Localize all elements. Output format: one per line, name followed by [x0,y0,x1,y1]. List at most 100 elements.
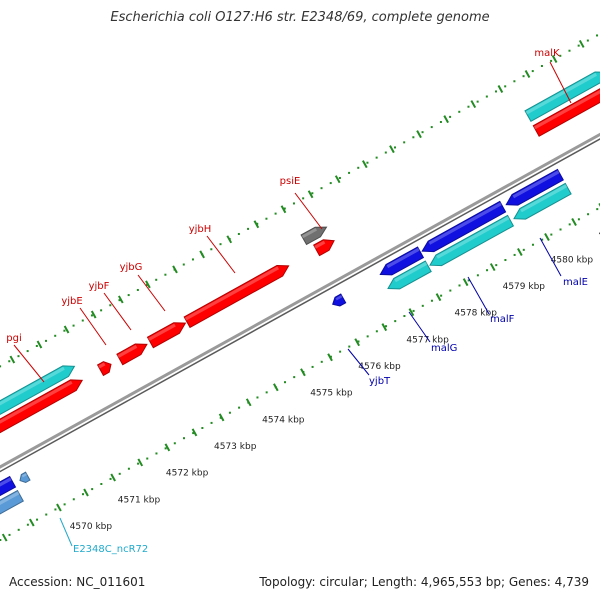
lower-tick-mark [56,503,62,512]
scale-tick-label: 4576 kbp [358,362,401,372]
gene-label-psiE[interactable]: psiE [280,176,301,187]
dotted-guide-lower [228,411,231,414]
gene-arrow-E2348C_ncR72-highlight [21,473,28,478]
gene-arrow-pgi[interactable] [0,379,84,436]
gene-label-malK-leader [549,61,572,104]
dotted-guide-lower [210,421,213,424]
upper-tick-mark [90,310,97,319]
cds-arrow-malK[interactable] [524,71,600,122]
scale-tick-label: 4575 kbp [310,389,353,399]
gene-label-yjbE[interactable]: yjbE [61,296,82,307]
dotted-guide-upper [467,105,470,108]
gene-label-malK[interactable]: malK [534,48,560,59]
gene-label-E2348C_ncR72-leader [59,517,73,547]
cds-arrow-pgi[interactable] [0,365,76,425]
dotted-guide-upper [219,243,222,246]
gene-arrow-malE-prev[interactable] [0,475,17,506]
gene-arrow-malF[interactable] [421,200,507,253]
dotted-guide-lower [513,253,516,256]
gene-arrow-yjbH-highlight [184,266,279,321]
pseudo-arrow-psiE[interactable] [300,226,328,246]
lower-tick-mark [218,413,225,422]
dotted-guide-lower [173,442,176,445]
dotted-guide-upper [81,319,84,322]
gene-arrow-ncR72-neighbor[interactable] [0,489,24,520]
dotted-guide-upper [393,146,396,149]
gene-label-malF[interactable]: malF [490,314,515,325]
gene-arrow-malE-highlight [512,170,560,199]
upper-tick-mark [551,54,558,63]
gene-arrow-malG[interactable] [379,246,425,276]
gene-label-malE[interactable]: malE [563,277,588,288]
upper-tick-mark [362,160,368,169]
gene-label-yjbH[interactable]: yjbH [189,224,212,235]
gene-arrow-yjbE[interactable] [96,361,112,377]
dotted-guide-upper [320,187,323,190]
gene-arrow-E2348C_ncR72[interactable] [19,471,31,484]
lower-tick-mark [300,368,306,377]
cds-arrow-malG-highlight [394,261,428,283]
dotted-guide-upper [302,197,305,200]
dotted-guide-lower [201,427,204,430]
scale-tick-label: 4580 kbp [551,255,594,265]
dotted-guide-upper [366,161,369,164]
dotted-guide-upper [109,304,112,307]
upper-tick-mark [334,175,341,184]
gene-arrow-yjbG[interactable] [146,322,187,349]
lower-tick-mark [1,533,8,542]
gene-arrow-yjbH[interactable] [183,264,290,329]
dotted-guide-lower [36,518,39,521]
cds-arrow-pgi-highlight [0,366,65,406]
gene-label-yjbG[interactable]: yjbG [120,262,143,273]
dotted-guide-lower [357,340,360,343]
lower-tick-mark [517,248,523,257]
gene-label-malG[interactable]: malG [431,343,457,354]
gene-arrow-psiE[interactable] [313,239,335,257]
lower-tick-mark [164,443,171,452]
gene-label-yjbT[interactable]: yjbT [369,376,391,387]
gene-label-yjbT-leader [347,348,370,376]
dotted-guide-upper [421,131,424,134]
upper-tick-mark [226,235,233,244]
gene-arrow-malK[interactable] [532,87,600,137]
dotted-guide-lower [238,406,241,409]
dotted-guide-lower [412,309,415,312]
lower-tick-mark [327,353,333,362]
gene-arrow-yjbT[interactable] [332,293,347,307]
gene-arrow-malE[interactable] [505,168,564,206]
dotted-guide-upper [292,202,295,205]
gene-arrow-yjbF[interactable] [116,343,148,366]
dotted-guide-upper [476,100,479,103]
cds-arrow-malF[interactable] [429,214,515,267]
gene-label-yjbF[interactable]: yjbF [89,281,110,292]
cds-arrow-malG[interactable] [387,260,432,290]
feature-layer [0,71,600,520]
dotted-guide-upper [577,44,580,47]
gene-label-pgi[interactable]: pgi [6,333,21,344]
gene-arrow-ncR72-neighbor-highlight [0,491,20,506]
scale-tick-label: 4579 kbp [503,282,546,292]
dotted-guide-upper [348,171,351,174]
upper-tick-mark [199,250,205,259]
gene-label-yjbH-leader [206,235,236,274]
dotted-guide-upper [540,64,543,67]
dotted-guide-upper [100,309,103,312]
dotted-guide-upper [8,360,11,363]
dotted-guide-lower [476,274,479,277]
gene-label-malG-leader [408,311,431,343]
dotted-guide-lower [366,335,369,338]
upper-tick-mark [280,205,287,214]
dotted-guide-lower [449,289,452,292]
tick-layer: 4570 kbp 4571 kbp 4572 kbp 4573 kbp 4574 kbp… [0,34,600,542]
gene-label-yjbE-leader [79,307,107,346]
dotted-guide-upper [237,232,240,235]
dotted-guide-upper [357,166,360,169]
gene-arrow-yjbF-highlight [117,344,138,358]
dotted-guide-upper [449,115,452,118]
lower-tick-mark [137,458,144,467]
dotted-guide-lower [127,467,130,470]
gene-label-E2348C_ncR72[interactable]: E2348C_ncR72 [73,544,148,555]
cds-arrow-malE[interactable] [513,182,572,220]
dotted-guide-lower [421,304,424,307]
